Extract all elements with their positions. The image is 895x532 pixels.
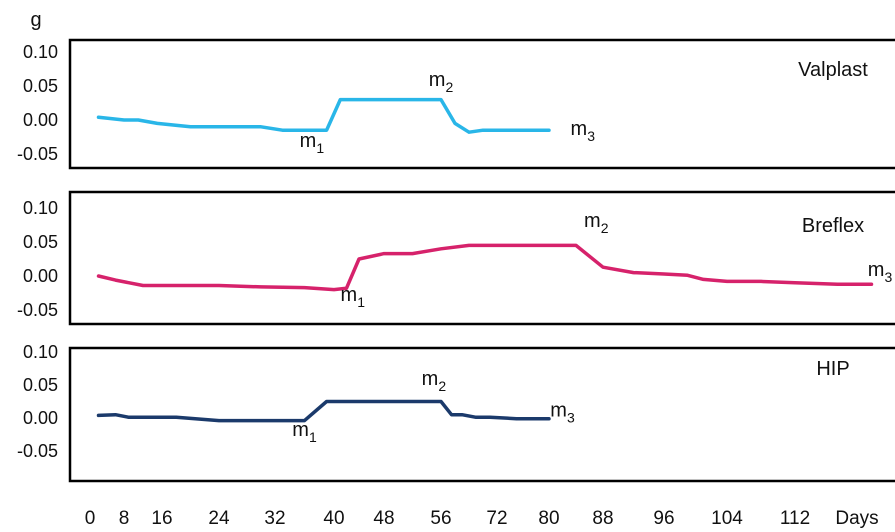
x-tick-label: 88 — [592, 508, 613, 529]
x-tick-label: 104 — [711, 508, 743, 529]
y-tick-label: -0.05 — [17, 300, 58, 320]
y-tick-label: 0.00 — [23, 110, 58, 130]
panels: 0.100.050.00-0.05Valplastm1m2m30.100.050… — [17, 38, 895, 483]
x-tick-label: 8 — [119, 508, 130, 529]
series-line — [96, 243, 874, 292]
stage-marker-label: m3 — [868, 259, 893, 285]
y-tick-label: 0.05 — [23, 375, 58, 395]
panel-valplast: 0.10 0.05 0.00 -0.05 Valplast m1 m2 m3 — [17, 38, 895, 170]
x-tick-label: 48 — [373, 508, 394, 529]
stage-marker-label: m3 — [550, 400, 575, 426]
panel-frame — [68, 38, 895, 170]
panel-frame — [68, 346, 895, 483]
y-unit-label: g — [30, 9, 41, 31]
stage-marker-label: m2 — [429, 69, 454, 95]
y-tick-label: -0.05 — [17, 441, 58, 461]
series-line — [96, 97, 551, 134]
x-tick-label: 112 — [780, 508, 810, 529]
x-tick-label: 32 — [264, 508, 285, 529]
x-tick-label: 16 — [151, 508, 172, 529]
stage-marker-label: m2 — [584, 210, 609, 236]
stage-marker-label: m2 — [422, 368, 447, 394]
y-tick-label: 0.10 — [23, 42, 58, 62]
x-tick-labels: 0 8 16 24 32 40 48 56 72 80 88 96 104 112 — [85, 508, 810, 529]
y-tick-label: 0.00 — [23, 408, 58, 428]
x-tick-label: 96 — [653, 508, 674, 529]
panel-breflex: 0.10 0.05 0.00 -0.05 Breflex m1 m2 m3 — [17, 190, 895, 326]
y-tick-label: 0.00 — [23, 266, 58, 286]
panel-frame — [68, 190, 895, 326]
x-tick-label: 72 — [486, 508, 507, 529]
x-tick-label: 40 — [323, 508, 344, 529]
y-tick-label: 0.05 — [23, 232, 58, 252]
series-line — [96, 399, 551, 423]
y-tick-label: -0.05 — [17, 144, 58, 164]
x-unit-label: Days — [835, 508, 878, 529]
panel-hip: 0.10 0.05 0.00 -0.05 HIP m1 m2 m3 — [17, 342, 895, 483]
x-tick-label: 56 — [430, 508, 451, 529]
stage-marker-label: m1 — [341, 284, 366, 310]
y-tick-label: 0.10 — [23, 342, 58, 362]
stage-marker-label: m1 — [292, 419, 317, 445]
panel-label: HIP — [816, 358, 849, 380]
stage-marker-label: m1 — [300, 130, 325, 156]
y-tick-label: 0.10 — [23, 198, 58, 218]
x-tick-label: 0 — [85, 508, 96, 529]
x-tick-label: 24 — [208, 508, 230, 529]
panel-label: Breflex — [802, 215, 864, 237]
panel-label: Valplast — [798, 59, 868, 81]
y-tick-label: 0.05 — [23, 76, 58, 96]
x-tick-label: 80 — [538, 508, 559, 529]
stage-marker-label: m3 — [571, 118, 596, 144]
